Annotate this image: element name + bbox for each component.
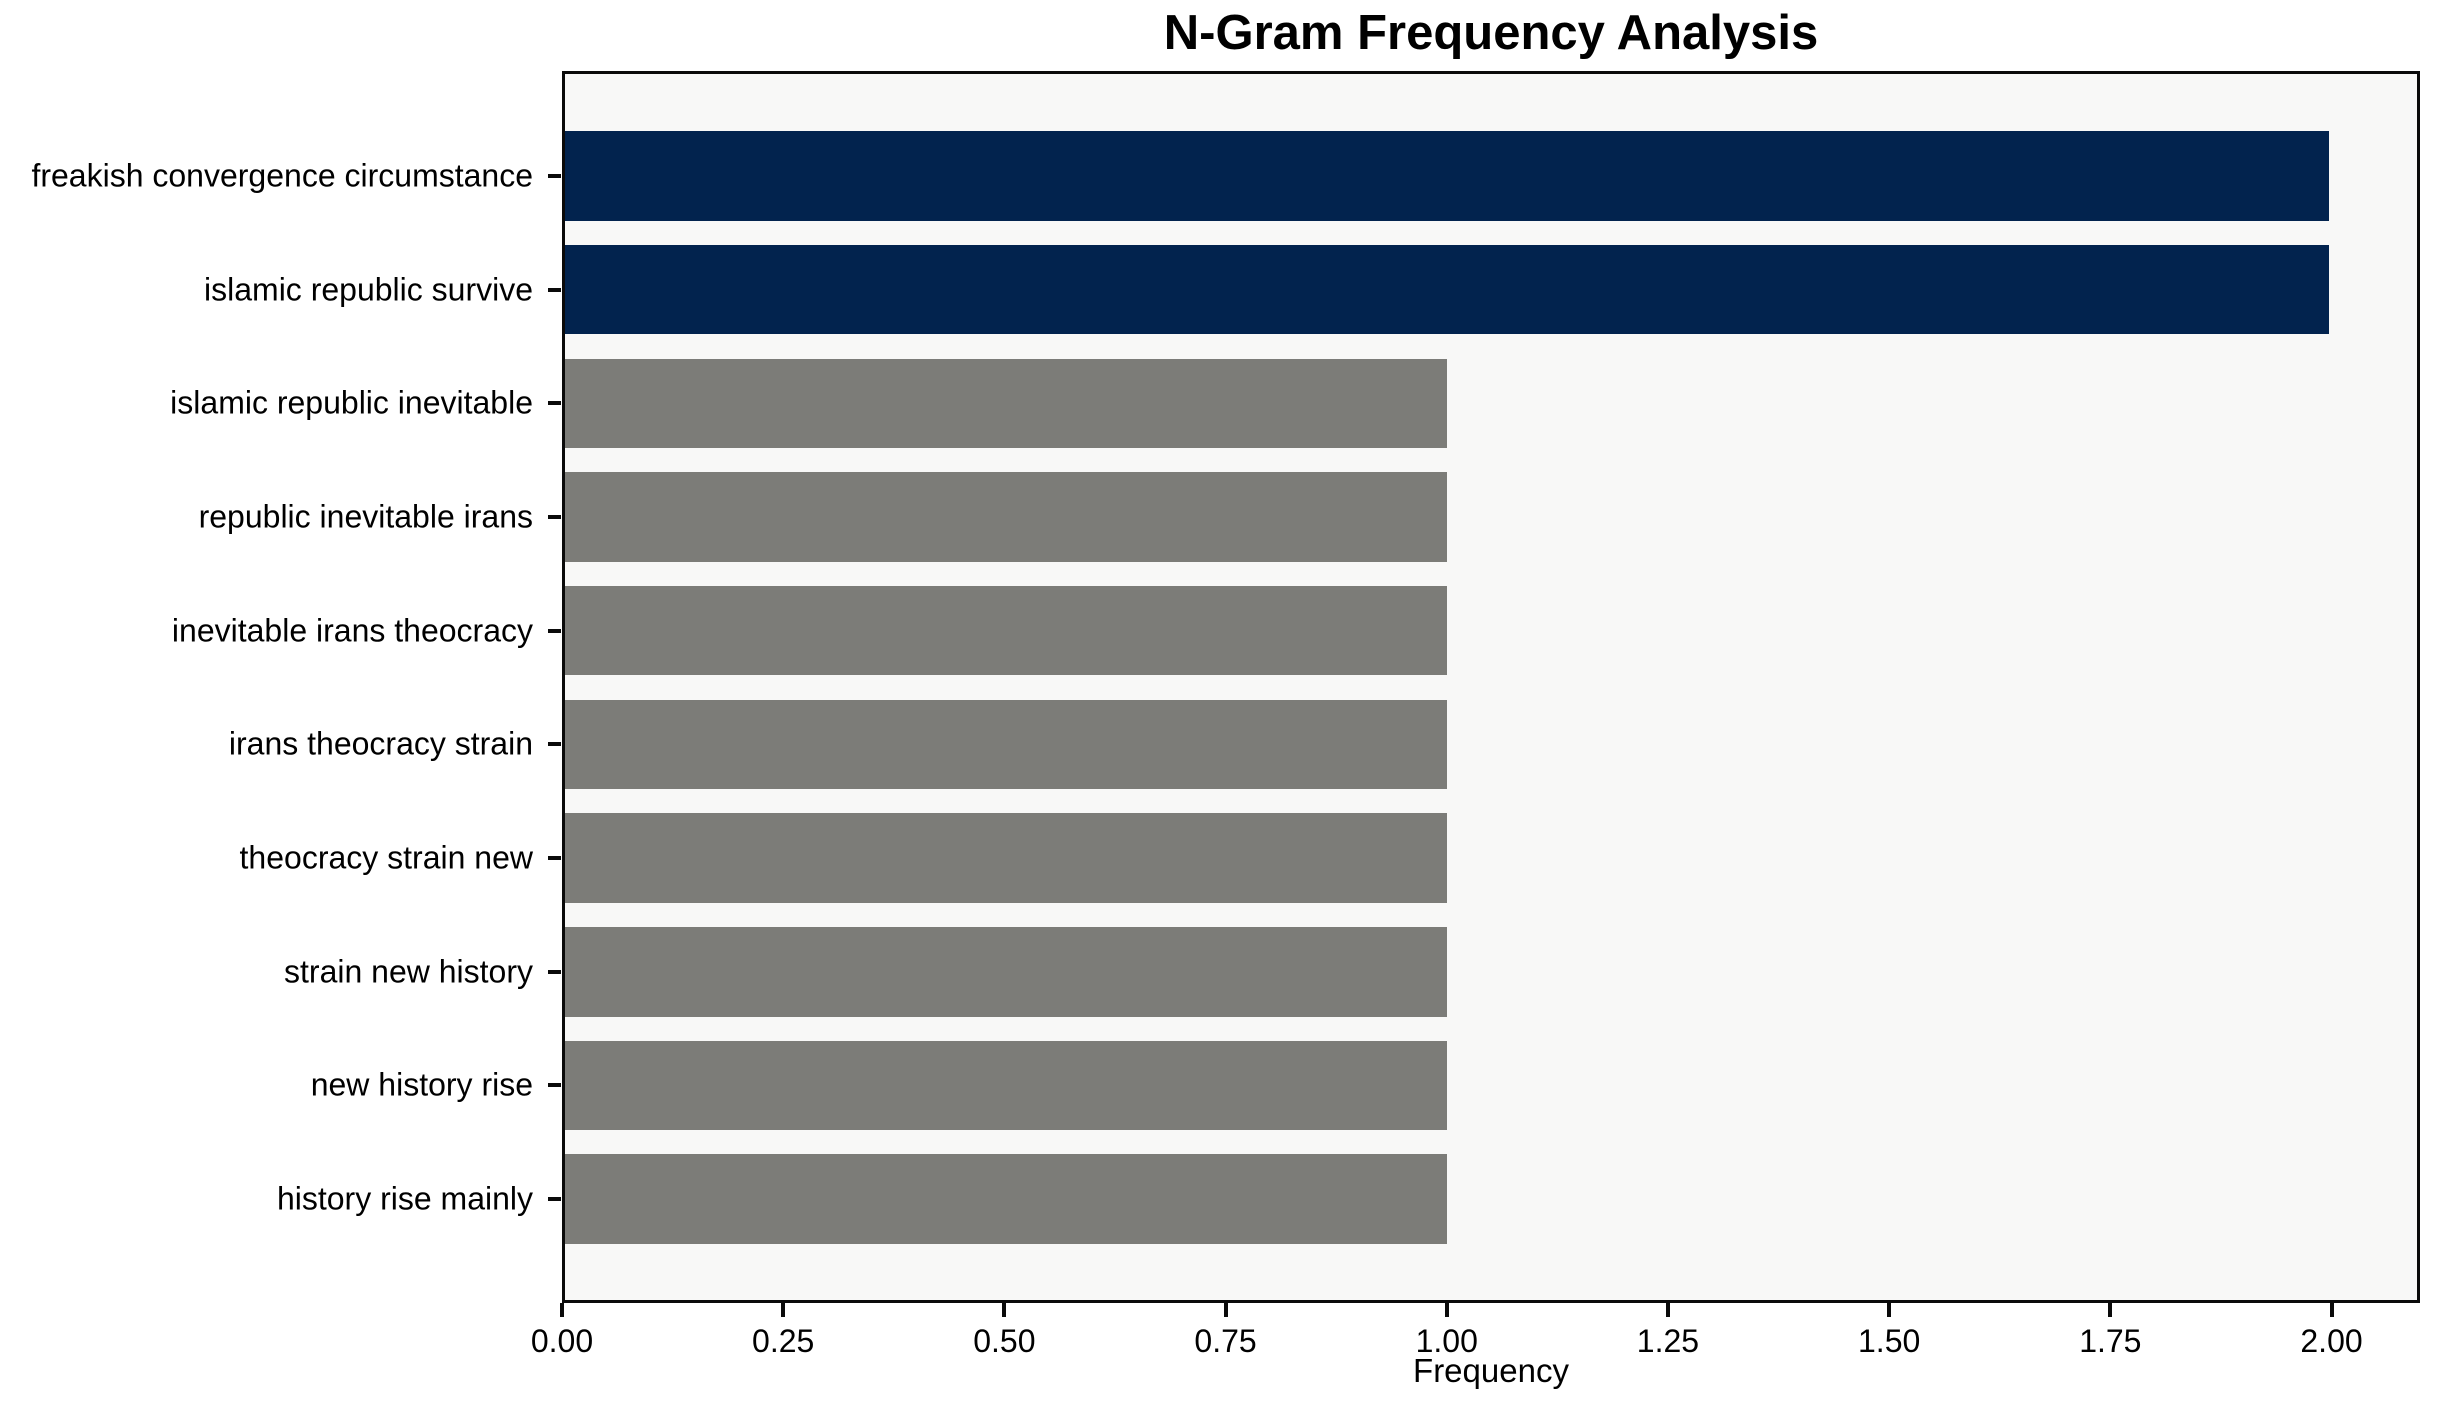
bar-row: irans theocracy strain <box>229 688 2417 802</box>
x-tick-mark <box>560 1303 564 1317</box>
bar <box>565 927 1447 1017</box>
bar <box>565 585 1447 676</box>
bar-row: islamic republic inevitable <box>170 346 2417 460</box>
x-tick-mark <box>1444 1303 1449 1317</box>
bar <box>565 699 1447 790</box>
bar-row: theocracy strain new <box>240 801 2417 915</box>
y-tick-mark <box>548 401 561 406</box>
y-tick-label: irans theocracy strain <box>228 725 533 762</box>
bar-row: strain new history <box>284 915 2417 1029</box>
y-tick-label: strain new history <box>284 953 533 990</box>
y-tick-label: theocracy strain new <box>239 839 533 876</box>
y-tick-mark <box>548 514 561 519</box>
x-tick-label: 0.75 <box>1194 1323 1257 1359</box>
y-tick-mark <box>548 1197 561 1202</box>
bar <box>565 472 1447 562</box>
y-tick-mark <box>548 856 561 861</box>
y-tick-mark <box>548 628 561 633</box>
x-tick-label: 2.00 <box>2300 1323 2363 1359</box>
x-tick-label: 0.25 <box>752 1323 815 1359</box>
y-tick-label: history rise mainly <box>276 1180 533 1217</box>
y-tick-mark <box>548 287 561 292</box>
x-tick-label: 1.50 <box>1858 1323 1921 1359</box>
y-tick-label: republic inevitable irans <box>198 498 533 535</box>
bar-row: new history rise <box>311 1029 2417 1143</box>
x-tick-mark <box>781 1303 786 1317</box>
bar <box>565 1154 1447 1244</box>
y-tick-label: islamic republic inevitable <box>170 384 533 421</box>
y-tick-label: freakish convergence circumstance <box>31 157 533 194</box>
x-axis-label: Frequency <box>1413 1352 1569 1389</box>
y-tick-mark <box>548 969 561 974</box>
bar-row: islamic republic survive <box>204 233 2417 347</box>
x-tick-label: 1.00 <box>1415 1323 1478 1359</box>
y-tick-label: new history rise <box>310 1066 533 1103</box>
bar <box>565 1040 1447 1131</box>
chart-title: N-Gram Frequency Analysis <box>1163 6 1819 60</box>
x-tick-label: 1.25 <box>1636 1323 1700 1359</box>
x-tick-label: 0.50 <box>973 1323 1036 1359</box>
bar-row: republic inevitable irans <box>199 460 2417 574</box>
plot-area: freakish convergence circumstance islamic… <box>31 71 2420 1303</box>
bars-container: freakish convergence circumstance islamic… <box>31 74 2417 1300</box>
bar-row: inevitable irans theocracy <box>172 574 2417 688</box>
y-tick-mark <box>548 1083 561 1088</box>
x-tick-mark <box>1223 1303 1228 1317</box>
x-tick-mark <box>1887 1303 1892 1317</box>
x-tick-mark <box>2329 1303 2334 1317</box>
x-tick-label: 1.75 <box>2079 1323 2142 1359</box>
y-tick-mark <box>548 742 561 747</box>
bar <box>565 131 2329 221</box>
x-tick-mark <box>2108 1303 2113 1317</box>
y-tick-label: inevitable irans theocracy <box>171 612 533 649</box>
bar <box>565 358 1447 448</box>
x-tick-mark <box>1002 1303 1007 1317</box>
bar <box>565 813 1447 903</box>
bar <box>565 244 2329 335</box>
y-tick-mark <box>548 173 561 178</box>
x-tick-label: 0.00 <box>530 1323 594 1359</box>
y-tick-label: islamic republic survive <box>204 271 533 308</box>
bar-row: history rise mainly <box>277 1142 2417 1256</box>
bar-row: freakish convergence circumstance <box>31 119 2417 233</box>
x-tick-mark <box>1665 1303 1670 1317</box>
